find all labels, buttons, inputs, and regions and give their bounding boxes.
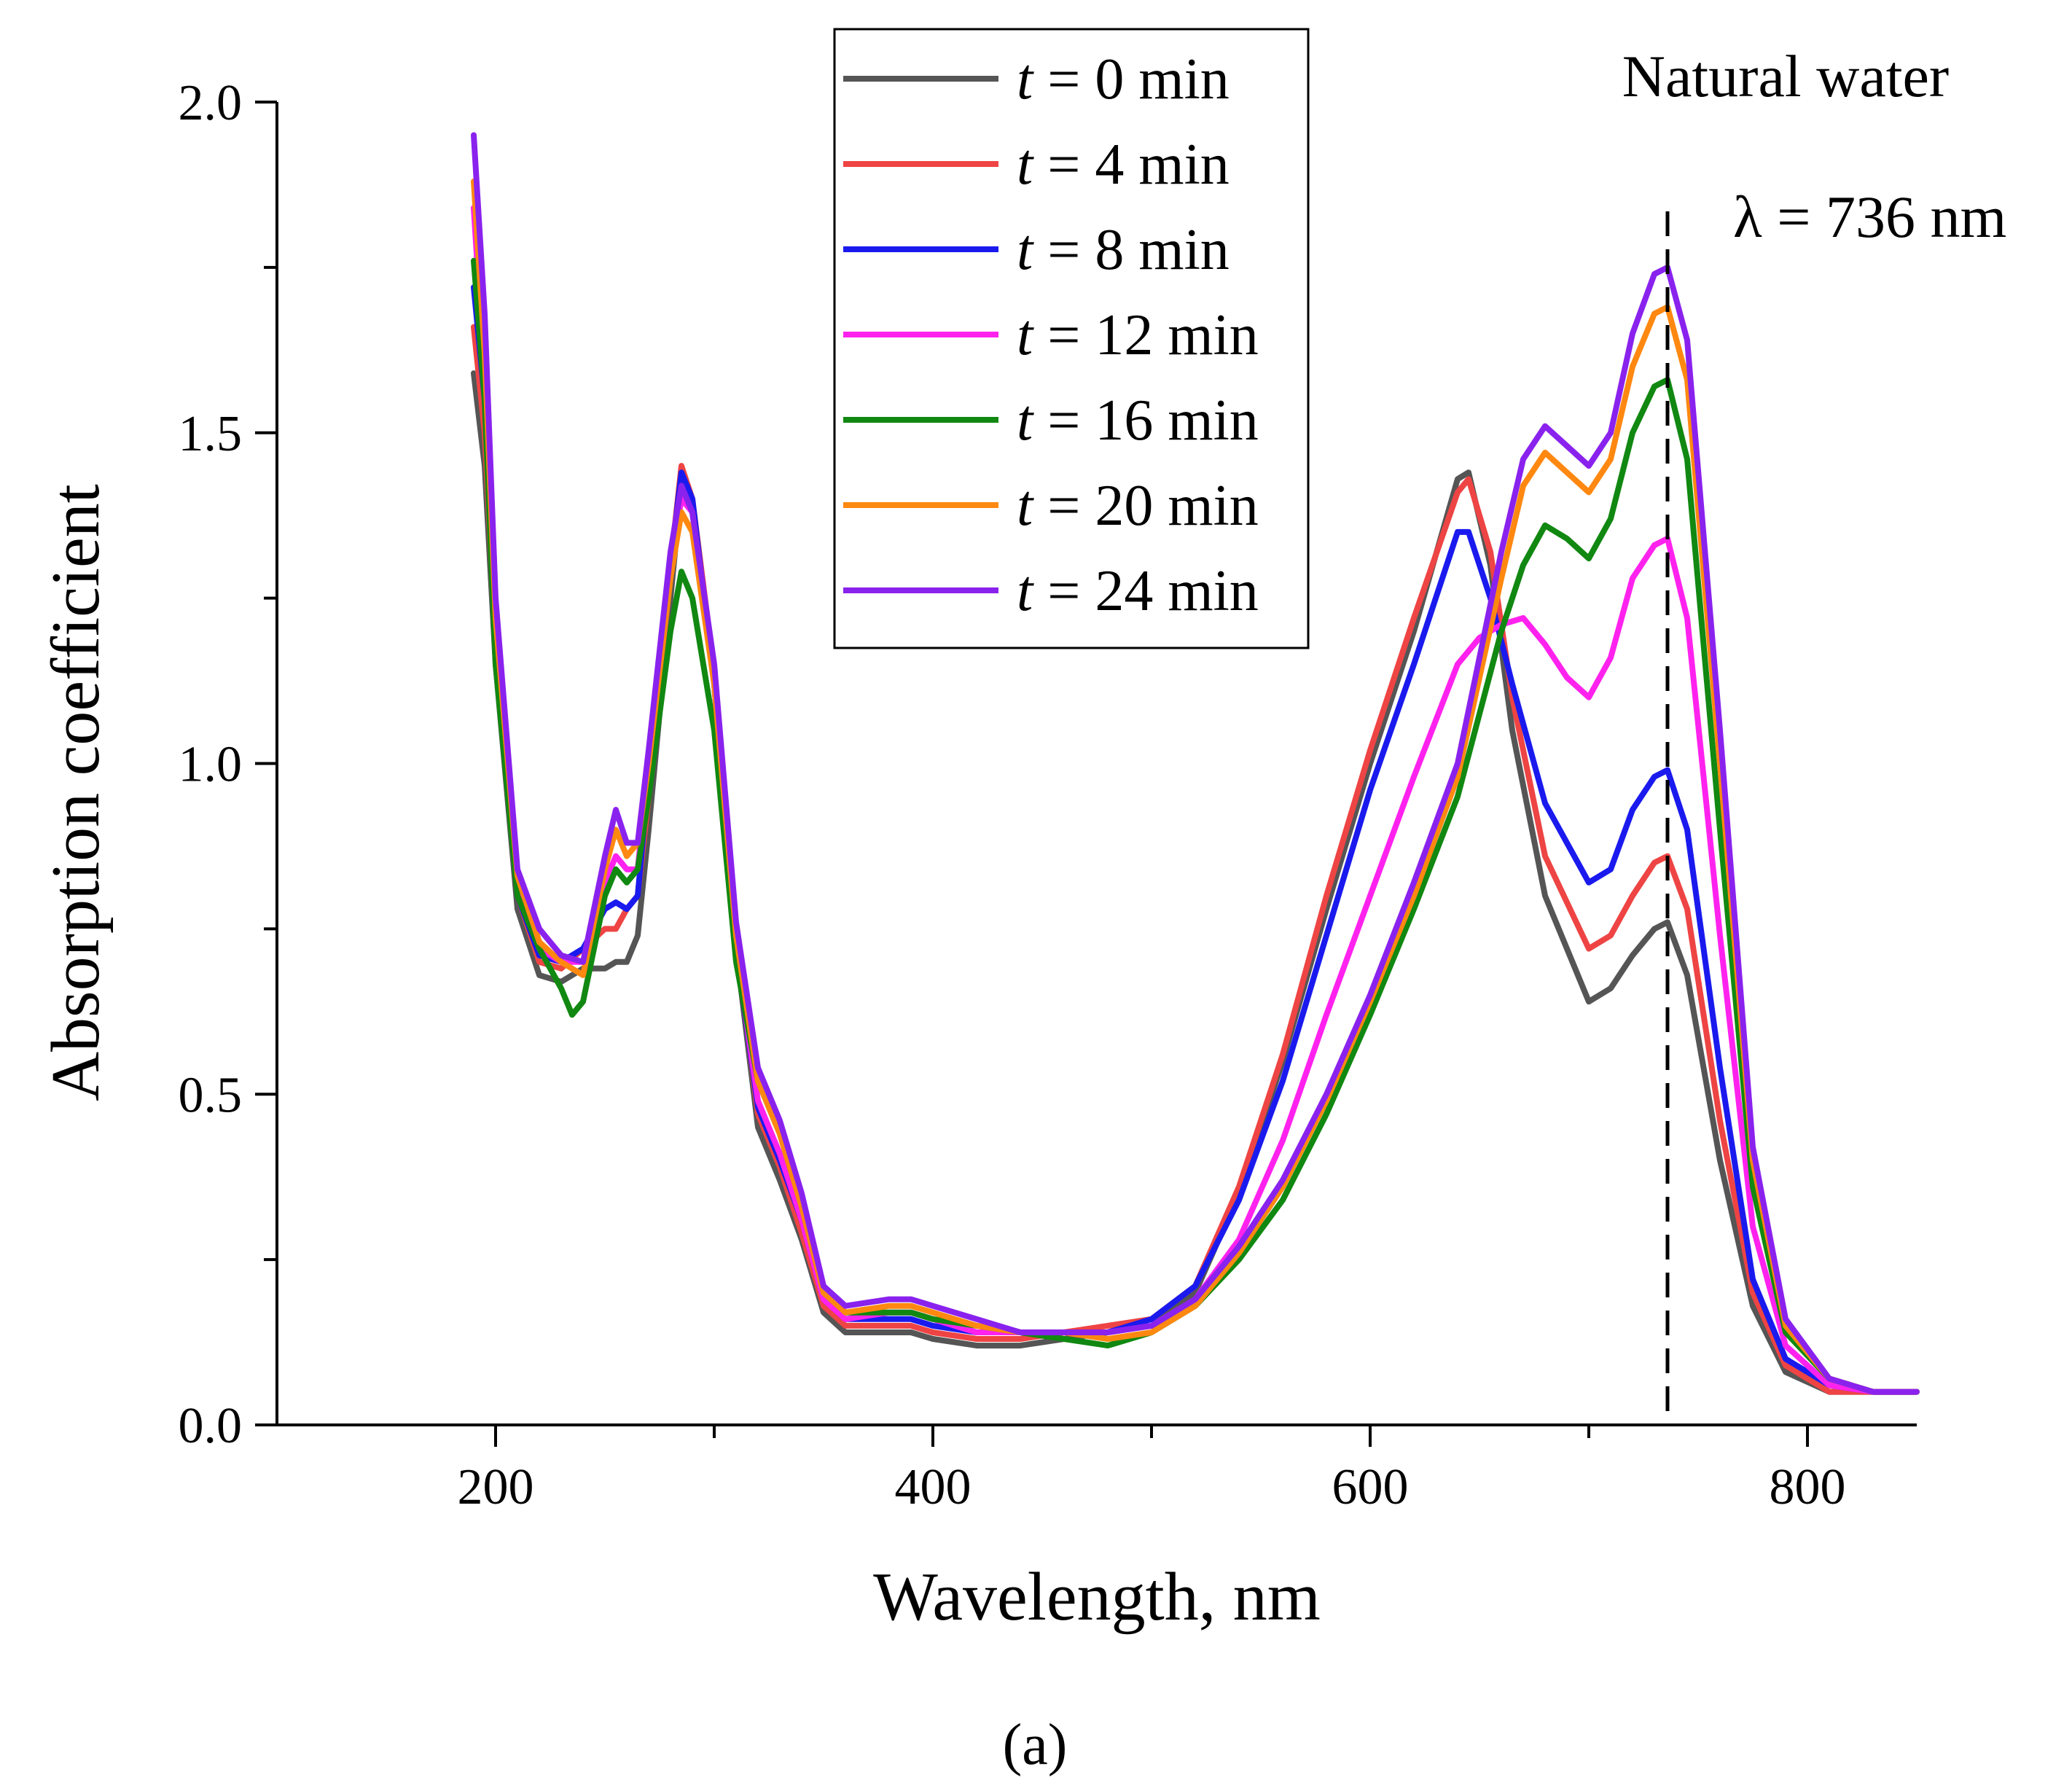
legend-value: = 8 min bbox=[1033, 218, 1229, 282]
y-tick-label: 2.0 bbox=[179, 75, 243, 131]
legend-var: t bbox=[1017, 133, 1034, 197]
legend-box bbox=[833, 28, 1310, 649]
legend-value: = 24 min bbox=[1033, 559, 1259, 623]
legend-value: = 4 min bbox=[1033, 133, 1229, 197]
y-tick-label: 1.5 bbox=[179, 406, 243, 462]
y-ticks: 0.0 0.5 1.0 1.5 2.0 bbox=[179, 75, 277, 1454]
legend-var: t bbox=[1017, 218, 1034, 282]
x-tick-label: 200 bbox=[458, 1459, 534, 1515]
series-lines bbox=[471, 132, 1920, 1395]
wavelength-annotation: λ = 736 nm bbox=[1733, 184, 2006, 250]
series-line-0 bbox=[471, 370, 1920, 1395]
x-ticks: 200 400 600 800 bbox=[458, 1425, 1846, 1515]
legend-label-4: t = 16 min bbox=[1017, 388, 1259, 453]
legend-value: = 16 min bbox=[1033, 388, 1259, 453]
legend-var: t bbox=[1017, 559, 1034, 623]
legend-value: = 20 min bbox=[1033, 474, 1259, 538]
y-tick-label: 0.5 bbox=[179, 1067, 243, 1123]
legend-value: = 12 min bbox=[1033, 303, 1259, 367]
legend-label-6: t = 24 min bbox=[1017, 559, 1259, 623]
axes: 200 400 600 800 0.0 0.5 1.0 1.5 2.0 bbox=[179, 75, 1917, 1515]
y-tick-label: 0.0 bbox=[179, 1398, 243, 1454]
legend-value: = 0 min bbox=[1033, 47, 1229, 112]
x-tick-label: 400 bbox=[895, 1459, 972, 1515]
sample-annotation: Natural water bbox=[1622, 43, 1949, 109]
y-axis-label: Absorption coefficient bbox=[38, 484, 114, 1101]
legend-var: t bbox=[1017, 474, 1034, 538]
series-line-6 bbox=[471, 132, 1920, 1395]
y-tick-label: 1.0 bbox=[179, 737, 243, 793]
legend-label-3: t = 12 min bbox=[1017, 303, 1259, 367]
legend-label-5: t = 20 min bbox=[1017, 474, 1259, 538]
x-tick-label: 600 bbox=[1332, 1459, 1409, 1515]
legend-var: t bbox=[1017, 47, 1034, 112]
x-axis-label: Wavelength, nm bbox=[873, 1559, 1321, 1635]
legend-label-1: t = 4 min bbox=[1017, 133, 1229, 197]
legend-var: t bbox=[1017, 388, 1034, 453]
legend-label-0: t = 0 min bbox=[1017, 47, 1229, 112]
legend-label-2: t = 8 min bbox=[1017, 218, 1229, 282]
x-tick-label: 800 bbox=[1770, 1459, 1846, 1515]
series-line-1 bbox=[471, 324, 1920, 1395]
legend-var: t bbox=[1017, 303, 1034, 367]
panel-label: (a) bbox=[1003, 1713, 1068, 1777]
